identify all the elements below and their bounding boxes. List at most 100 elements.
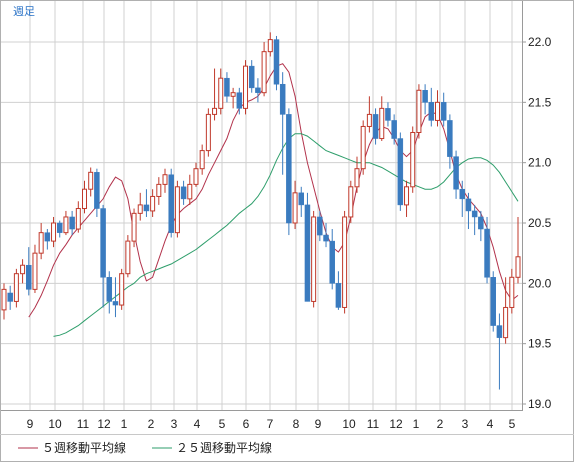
y-axis: 22.0 21.5 21.0 20.5 20.0 19.5 19.0 [522,35,552,411]
candle [453,150,459,199]
candle [156,177,162,205]
candle [329,229,335,290]
x-tick-label: 5 [509,417,516,431]
candle-body-up [503,306,509,339]
candle-body-up [187,183,193,200]
candle-body-down [224,77,230,97]
candle [82,180,88,214]
x-tick-label: 5 [219,417,226,431]
candle-body-down [286,114,292,224]
period-label: 週足 [13,5,35,18]
candle-body-down [106,277,113,302]
candle [168,168,174,238]
candle [1,283,7,320]
candle [218,68,224,115]
candle [162,168,168,193]
candle-body-up [137,204,143,214]
candle [119,268,125,310]
candle-body-down [335,283,342,308]
x-tick-label: 3 [462,417,469,431]
candle-body-up [205,113,211,152]
candle-body-up [416,89,422,134]
candle [255,78,261,103]
candle-body-up [119,273,125,306]
candle [503,277,509,344]
legend: ５週移動平均線 ２５週移動平均線 [18,440,272,455]
candle-body-up [174,186,180,234]
candle [100,204,106,308]
candle-body-down [94,172,100,209]
candle [137,192,143,221]
candle [243,60,249,115]
candle-body-down [44,232,51,242]
candle-body-down [428,102,435,121]
candle-body-up [212,107,218,115]
candle-body-down [100,208,106,278]
candle-body-down [459,188,466,200]
candle-body-up [1,288,7,311]
candle-body-down [372,114,379,139]
y-tick-label: 21.5 [528,95,552,109]
candle [32,244,38,293]
x-tick-label: 11 [367,417,380,431]
candle-body-up [131,212,137,242]
x-tick-label: 4 [487,417,494,431]
candle [490,271,496,332]
candle-body-down [180,186,187,200]
candle [360,120,366,175]
candle [69,210,75,236]
candle [428,87,435,127]
candle [38,223,44,260]
x-tick-label: 10 [48,417,62,431]
candle-body-up [292,192,298,224]
candle [478,210,484,242]
candle-body-up [410,132,416,188]
candle-body-up [162,174,168,185]
candle-body-down [453,156,459,190]
candle [366,96,372,133]
candle [94,168,100,217]
candle-body-down [385,108,391,121]
candle [212,68,218,121]
candle [459,180,466,217]
candle-body-down [478,216,484,230]
candle [13,268,19,308]
candle-body-down [279,83,286,115]
x-tick-label: 12 [97,417,111,431]
candle [236,87,243,115]
candle-body-down [471,210,478,218]
x-tick-label: 6 [243,417,250,431]
candle-body-up [515,256,521,278]
candle-body-up [267,39,273,53]
candle [434,90,440,127]
candle-body-up [51,222,57,242]
candle-body-up [32,252,38,290]
candle [292,180,298,230]
candle [496,313,503,390]
candle [131,208,137,248]
x-tick-label: 4 [194,417,201,431]
candle-body-down [391,120,397,139]
candle-body-down [484,228,490,278]
candle [342,210,348,314]
candle [180,180,187,205]
x-tick-label: 2 [437,417,444,431]
candle-body-up [342,216,348,308]
candle-body-up [20,264,26,275]
candle-body-down [112,301,119,306]
candle-body-down [447,120,453,157]
candle [279,72,286,175]
x-tick-label: 7 [267,417,274,431]
candle [515,216,521,284]
x-tick-label: 12 [389,417,403,431]
candle-body-up [88,171,94,190]
candle-body-down [168,174,174,233]
x-tick-label: 8 [293,417,300,431]
candle [385,102,391,127]
candle-body-down [26,264,32,290]
candle [372,108,379,145]
candle-body-down [298,192,305,206]
x-tick-label: 1 [413,417,420,431]
candle [7,285,13,310]
